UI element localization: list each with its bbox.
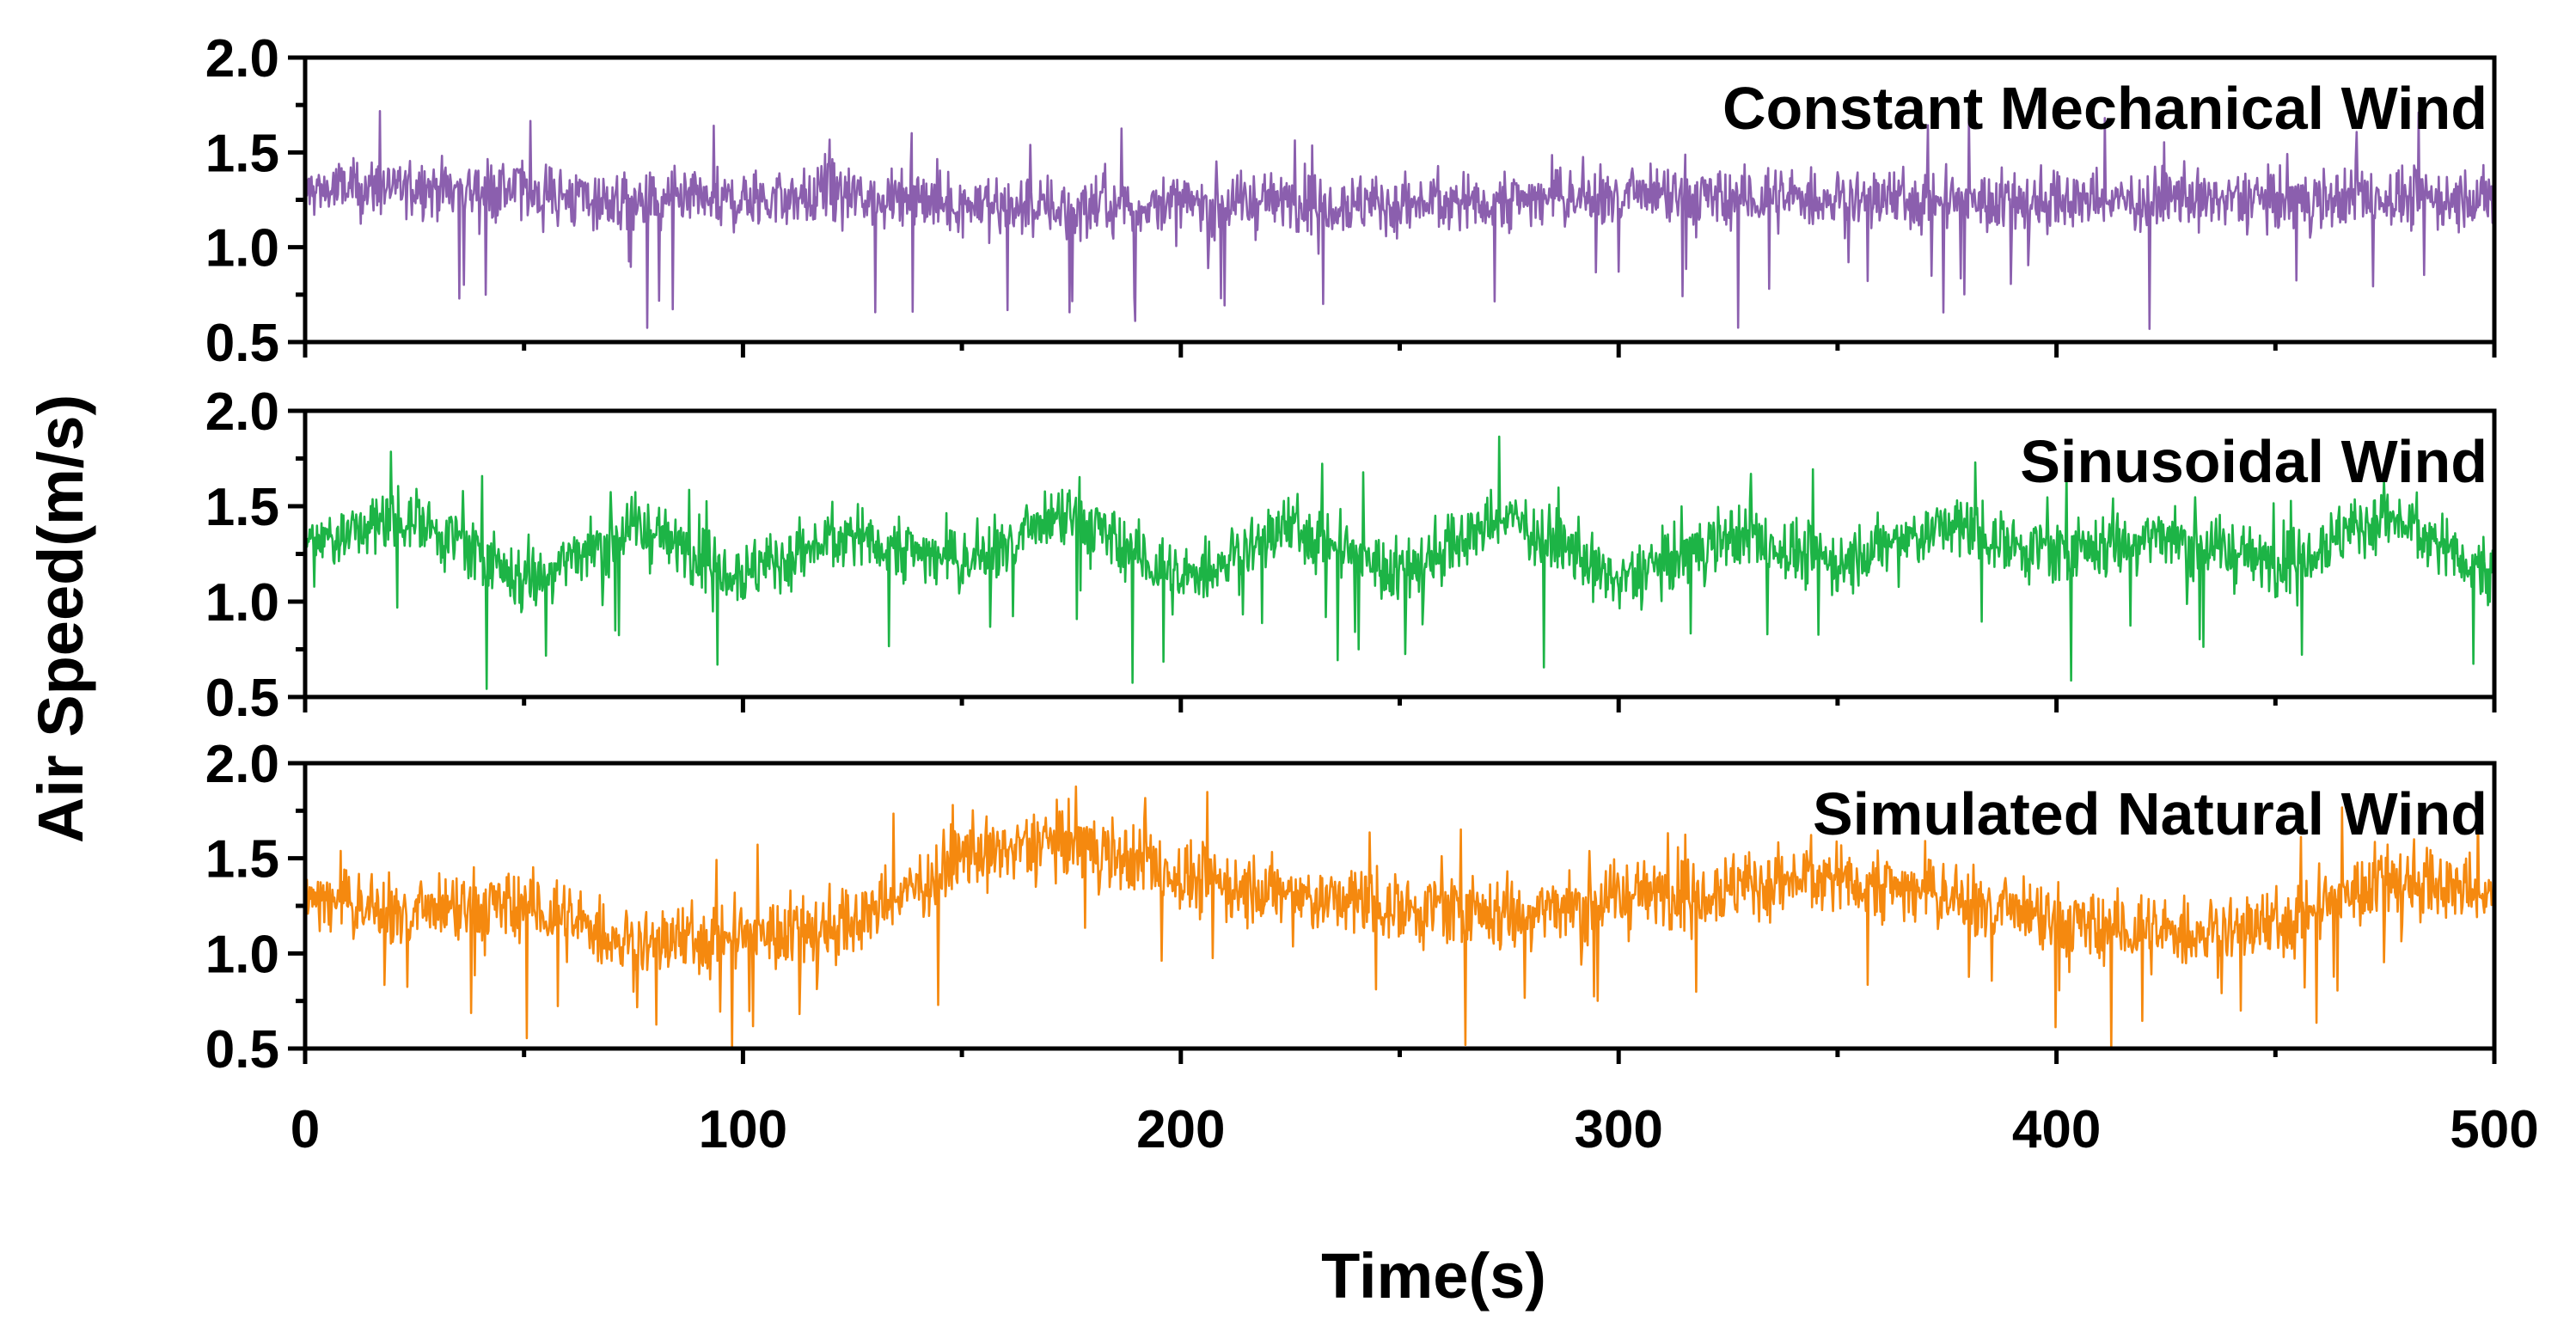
y-tick-label: 2.0	[205, 382, 279, 442]
panel-title: Constant Mechanical Wind	[1722, 75, 2487, 142]
y-tick-label: 1.0	[205, 573, 279, 633]
series-line	[305, 110, 2494, 330]
y-tick-label: 1.0	[205, 925, 279, 984]
x-axis-title: Time(s)	[1321, 1240, 1546, 1312]
x-tick-label: 300	[1574, 1100, 1662, 1159]
y-tick-label: 2.0	[205, 735, 279, 794]
y-tick-label: 1.5	[205, 478, 279, 537]
panel-3: 0.5 1.0 1.5 2.0 Simulated Natural Wind	[205, 735, 2497, 1079]
y-tick-label: 1.5	[205, 830, 279, 890]
series-line	[305, 785, 2494, 1049]
y-tick-label: 0.5	[205, 314, 279, 373]
y-tick-label: 0.5	[205, 669, 279, 728]
panel-2: 0.5 1.0 1.5 2.0 Sinusoidal Wind	[205, 382, 2497, 728]
y-axis-title: Air Speed(m/s)	[25, 394, 96, 843]
x-tick-label: 500	[2450, 1100, 2538, 1159]
x-tick-label: 400	[2012, 1100, 2101, 1159]
y-tick-label: 1.5	[205, 124, 279, 183]
x-tick-label: 100	[699, 1100, 787, 1159]
panel-1: 0.5 1.0 1.5 2.0 Constant Mechanical Wind	[205, 29, 2497, 373]
panels: 0.5 1.0 1.5 2.0 Constant Mechanical Wind 0.5 1…	[205, 29, 2497, 1079]
x-tick-label: 200	[1136, 1100, 1225, 1159]
y-tick-label: 2.0	[205, 29, 279, 89]
panel-title: Sinusoidal Wind	[2020, 428, 2487, 495]
x-tick-labels: 0 100 200 300 400 500	[291, 1100, 2539, 1159]
y-tick-label: 0.5	[205, 1020, 279, 1079]
panel-title: Simulated Natural Wind	[1813, 780, 2487, 847]
y-tick-label: 1.0	[205, 219, 279, 278]
series-line	[305, 435, 2494, 690]
x-tick-label: 0	[291, 1100, 320, 1159]
